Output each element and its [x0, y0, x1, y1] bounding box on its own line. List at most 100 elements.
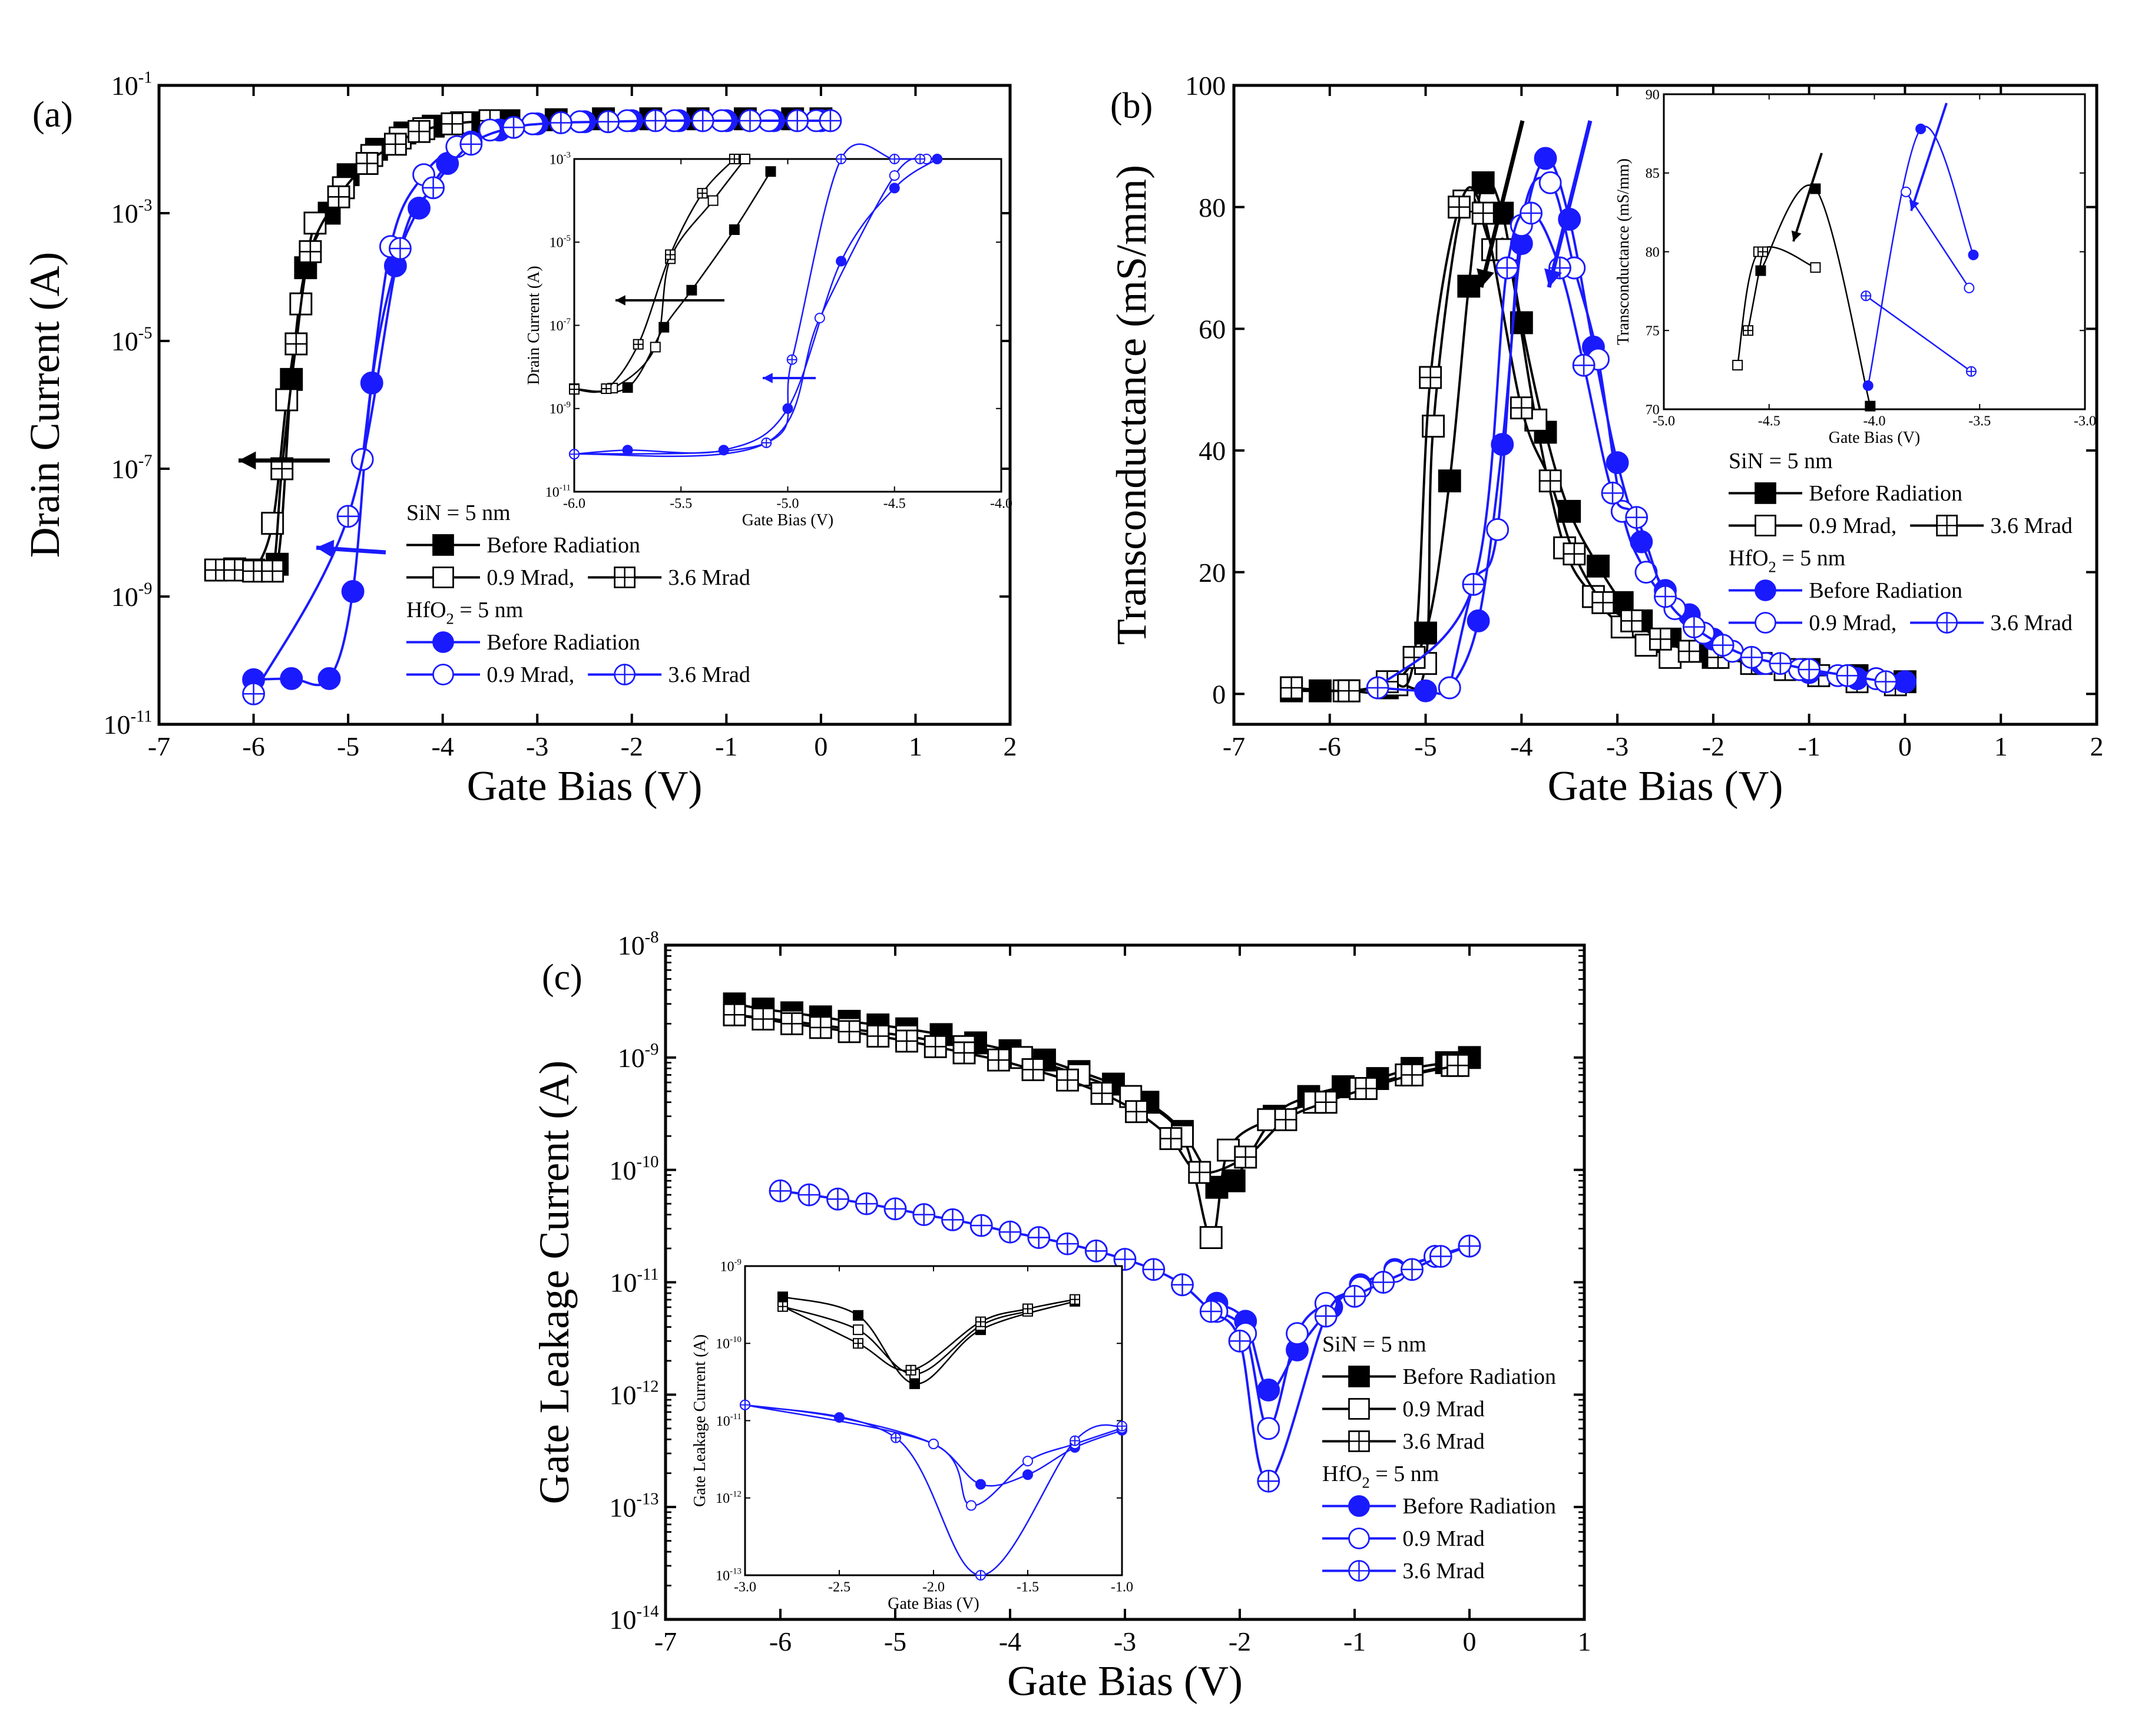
- panel-c-x-tick-label: -7: [654, 1626, 677, 1657]
- panel-a-data-point: [223, 558, 246, 582]
- marker-shape: [1414, 679, 1437, 703]
- panel-b-data-point: [1836, 664, 1859, 687]
- panel-a-data-point: [317, 667, 341, 690]
- panel-a-inset-data-point: [836, 256, 847, 267]
- panel-b-inset-data-point: [1862, 380, 1873, 391]
- panel-c-inset-data-point: [928, 1439, 939, 1450]
- panel-b-inset-data-point: [1861, 290, 1872, 302]
- panel-c-inset-data-point: [1117, 1420, 1127, 1432]
- panel-c-legend-title: SiN = 5 nm: [1322, 1332, 1426, 1357]
- panel-c-data-point: [1056, 1068, 1079, 1092]
- panel-b-data-point: [1649, 627, 1672, 651]
- panel-c-inset-x-axis-title: Gate Bias (V): [888, 1595, 979, 1613]
- panel-a-data-point: [280, 667, 303, 690]
- panel-c-legend-marker: [1348, 1560, 1370, 1582]
- panel-a-inset-series-line-5: [574, 143, 921, 455]
- marker-shape: [1414, 621, 1437, 645]
- panel-b-shift-arrow-sin: [1479, 120, 1525, 288]
- panel-c-data-point: [969, 1214, 993, 1237]
- panel-a-data-point: [355, 152, 379, 175]
- panel-a-data-point: [644, 109, 667, 132]
- panel-b-inset-y-axis-title: Transconductance (mS/mm): [1614, 158, 1633, 345]
- panel-b-legend-label: 3.6 Mrad: [1991, 513, 2073, 538]
- panel-a-legend-label: Before Radiation: [486, 533, 640, 558]
- panel-a-legend-marker: [432, 664, 454, 685]
- panel-c-inset-data-point: [975, 1570, 986, 1581]
- panel-a-data-point: [739, 109, 762, 132]
- panel-b-data-point: [1563, 542, 1586, 566]
- panel-c-data-point: [1234, 1145, 1257, 1169]
- panel-a-inset-data-point: [650, 342, 661, 353]
- panel-a-inset-data-point: [889, 154, 900, 164]
- panel-c-y-tick-label: 10-8: [618, 928, 659, 960]
- panel-b-y-axis-title: Transconductance (mS/mm): [1108, 165, 1155, 645]
- panel-a-data-point: [408, 120, 431, 143]
- panel-b-data-point: [1510, 396, 1533, 420]
- panel-b-inset-x-tick-label: -4.0: [1863, 414, 1886, 429]
- panel-a-x-tick-label: -4: [432, 731, 454, 761]
- marker-shape: [966, 1500, 977, 1511]
- panel-c-inset-data-point: [740, 1399, 750, 1410]
- panel-b-data-point: [1366, 676, 1389, 700]
- panel-c-inset-y-tick-label: 10-9: [720, 1258, 742, 1275]
- panel-a-legend-marker: [432, 631, 454, 653]
- panel-a-data-point: [819, 109, 842, 132]
- panel-c-inset: -3.0 -2.5 -2.0 -1.5 -1.0 10-13 10-12 10-11 10-10…: [691, 1258, 1133, 1613]
- panel-c-inset-data-point: [891, 1432, 901, 1443]
- panel-c-x-tick-label: -4: [999, 1626, 1021, 1657]
- panel-b-legend-marker: [1755, 515, 1776, 536]
- panel-c-inset-y-tick-label: 10-12: [716, 1489, 742, 1506]
- panel-a-data-point: [284, 332, 308, 356]
- marker-shape: [1862, 380, 1873, 391]
- panel-b-legend-marker: [1755, 482, 1776, 504]
- panel-a-legend-marker: [432, 566, 454, 588]
- panel-b-data-point: [1520, 201, 1543, 225]
- panel-a-inset-data-point: [665, 249, 676, 260]
- panel-a-data-point: [597, 110, 620, 134]
- panel-c-inset-data-point: [975, 1316, 986, 1327]
- marker-shape: [707, 195, 719, 206]
- panel-a-label: (a): [32, 95, 73, 135]
- marker-shape: [777, 1291, 788, 1303]
- panel-a-inset-y-tick-label: 10-11: [545, 483, 571, 501]
- panel-c-data-point: [1343, 1284, 1366, 1308]
- marker-shape: [1606, 451, 1629, 475]
- panel-b-x-tick-label: -2: [1702, 731, 1724, 761]
- panel-b-legend-label: 3.6 Mrad: [1991, 611, 2073, 635]
- panel-b-data-point: [1894, 670, 1916, 694]
- panel-a-inset-data-point: [814, 313, 825, 324]
- panel-c-data-point: [1257, 1417, 1280, 1440]
- panel-b-data-point: [1654, 585, 1677, 608]
- panel-c-inset-y-tick-label: 10-10: [716, 1335, 742, 1352]
- panel-b-data-point: [1534, 147, 1557, 170]
- panel-b-inset-data-point: [1901, 186, 1912, 197]
- panel-c-data-point: [797, 1183, 821, 1207]
- panel-a-data-point: [261, 512, 284, 535]
- panel-a-data-point: [242, 559, 265, 583]
- panel-b-inset-arrow-hfo2: [1910, 102, 1948, 211]
- panel-b-data-point: [1677, 640, 1701, 663]
- panel-b-data-point: [1471, 201, 1495, 225]
- panel-c-data-point: [769, 1179, 792, 1202]
- panel-b-data-point: [1457, 274, 1481, 298]
- marker-shape: [1348, 1495, 1370, 1517]
- panel-c-data-point: [1314, 1091, 1338, 1114]
- marker-shape: [740, 154, 750, 164]
- panel-b-y-tick-label: 60: [1199, 314, 1226, 344]
- panel-b-data-point: [1491, 433, 1514, 456]
- panel-c-x-tick-label: -5: [884, 1626, 906, 1657]
- panel-c-data-point: [1222, 1169, 1246, 1192]
- panel-a-inset-data-point: [601, 383, 612, 395]
- panel-a-data-point: [336, 505, 360, 528]
- panel-b-inset-arrow-sin-head: [1791, 230, 1802, 241]
- marker-shape: [1199, 1226, 1223, 1249]
- panel-c-data-point: [1021, 1058, 1045, 1081]
- panel-c-y-tick-label: 10-11: [610, 1265, 659, 1298]
- marker-shape: [1222, 1169, 1246, 1192]
- panel-b-inset-data-point: [1757, 246, 1769, 257]
- panel-c-data-point: [1188, 1161, 1212, 1184]
- panel-a-legend-marker: [614, 566, 636, 588]
- panel-c-data-point: [883, 1197, 907, 1221]
- panel-b-data-point: [1606, 451, 1629, 475]
- panel-c-inset-x-tick-label: -3.0: [734, 1580, 756, 1595]
